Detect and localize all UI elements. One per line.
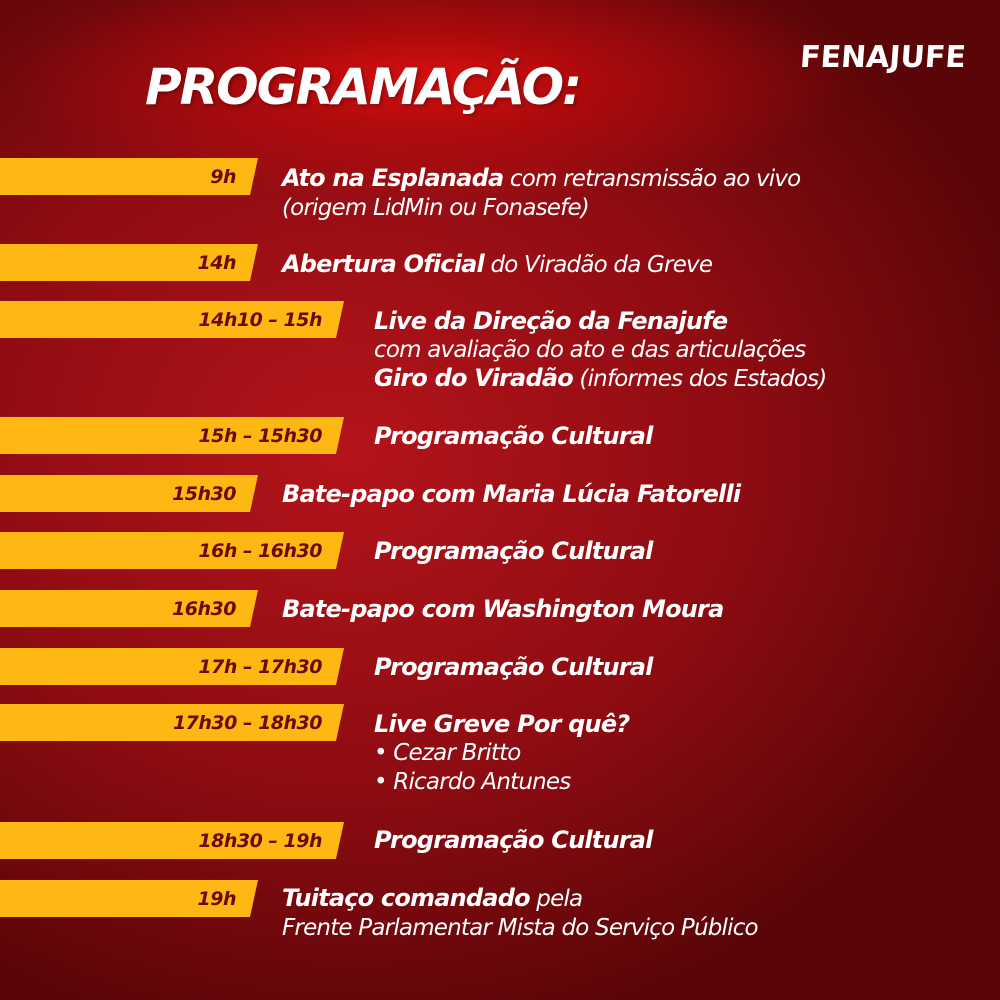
item-desc: do Viradão da Greve [483,252,713,278]
item-title: Programação Cultural [374,653,653,681]
item-title: Tuitaço comandado [282,884,531,912]
page-title: PROGRAMAÇÃO: [145,58,582,116]
item-title: Bate-papo com Maria Lúcia Fatorelli [282,480,741,508]
item-desc: • Ricardo Antunes [374,769,571,795]
time-bar: 19h [0,880,258,917]
item-desc: pela [529,886,583,912]
schedule-item: Abertura Oficial do Viradão da Greve [282,250,713,279]
schedule-item: Live Greve Por quê? • Cezar Britto • Ricar… [374,710,630,796]
item-title: Live da Direção da Fenajufe [374,307,728,335]
time-bar: 16h30 [0,590,258,627]
schedule-item: Programação Cultural [374,826,653,854]
item-title: Programação Cultural [374,537,653,565]
time-bar: 17h30 – 18h30 [0,704,344,741]
time-bar: 9h [0,158,258,195]
time-bar: 18h30 – 19h [0,822,344,859]
item-desc: • Cezar Britto [374,740,521,766]
schedule-item: Live da Direção da Fenajufe com avaliação… [374,307,827,393]
schedule-item: Programação Cultural [374,537,653,565]
item-title: Programação Cultural [374,422,653,450]
schedule-item: Bate-papo com Washington Moura [282,595,724,623]
item-title: Programação Cultural [374,826,653,854]
item-desc: (informes dos Estados) [572,366,827,392]
item-title: Ato na Esplanada [282,164,504,192]
item-title: Bate-papo com Washington Moura [282,595,724,623]
time-bar: 14h10 – 15h [0,301,344,338]
schedule-item: Tuitaço comandado pela Frente Parlamentar… [282,884,759,942]
item-desc: com avaliação do ato e das articulações [374,337,806,363]
time-bar: 14h [0,244,258,281]
time-bar: 15h30 [0,475,258,512]
time-bar: 17h – 17h30 [0,648,344,685]
schedule-item: Bate-papo com Maria Lúcia Fatorelli [282,480,741,508]
schedule-item: Programação Cultural [374,653,653,681]
item-title: Live Greve Por quê? [374,710,630,738]
schedule-item: Ato na Esplanada com retransmissão ao vi… [282,164,801,222]
item-title: Abertura Oficial [282,250,485,278]
fenajufe-logo: FENAJUFE [798,40,968,75]
time-bar: 15h – 15h30 [0,417,344,454]
time-bar: 16h – 16h30 [0,532,344,569]
item-desc: Frente Parlamentar Mista do Serviço Públ… [282,915,759,941]
item-desc: com retransmissão ao vivo [503,166,801,192]
item-desc: (origem LidMin ou Fonasefe) [282,195,590,221]
item-title: Giro do Viradão [374,364,574,392]
schedule-item: Programação Cultural [374,422,653,450]
